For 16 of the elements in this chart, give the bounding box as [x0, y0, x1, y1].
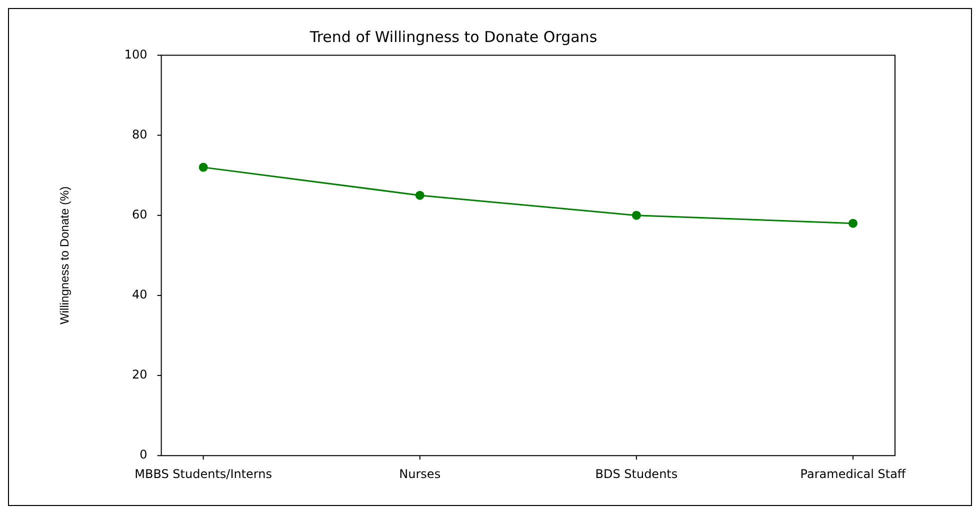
x-tick-label: MBBS Students/Interns — [134, 466, 272, 481]
y-tick-label: 60 — [132, 207, 148, 222]
y-tick-label: 40 — [132, 288, 148, 302]
x-tick-label: Paramedical Staff — [800, 466, 906, 481]
y-tick-label: 0 — [140, 448, 148, 462]
y-tick-label: 100 — [124, 47, 148, 62]
chart-title: Trend of Willingness to Donate Organs — [308, 28, 598, 46]
point — [632, 210, 641, 220]
y-tick-label: 80 — [132, 127, 148, 142]
y-tick-label: 20 — [132, 368, 148, 382]
x-tick-label: Nurses — [399, 466, 441, 481]
y-axis-title: Willingness to Donate (%) — [58, 186, 72, 324]
point — [198, 162, 208, 172]
point — [848, 218, 858, 228]
x-tick-label: BDS Students — [595, 466, 678, 481]
point — [415, 190, 424, 200]
